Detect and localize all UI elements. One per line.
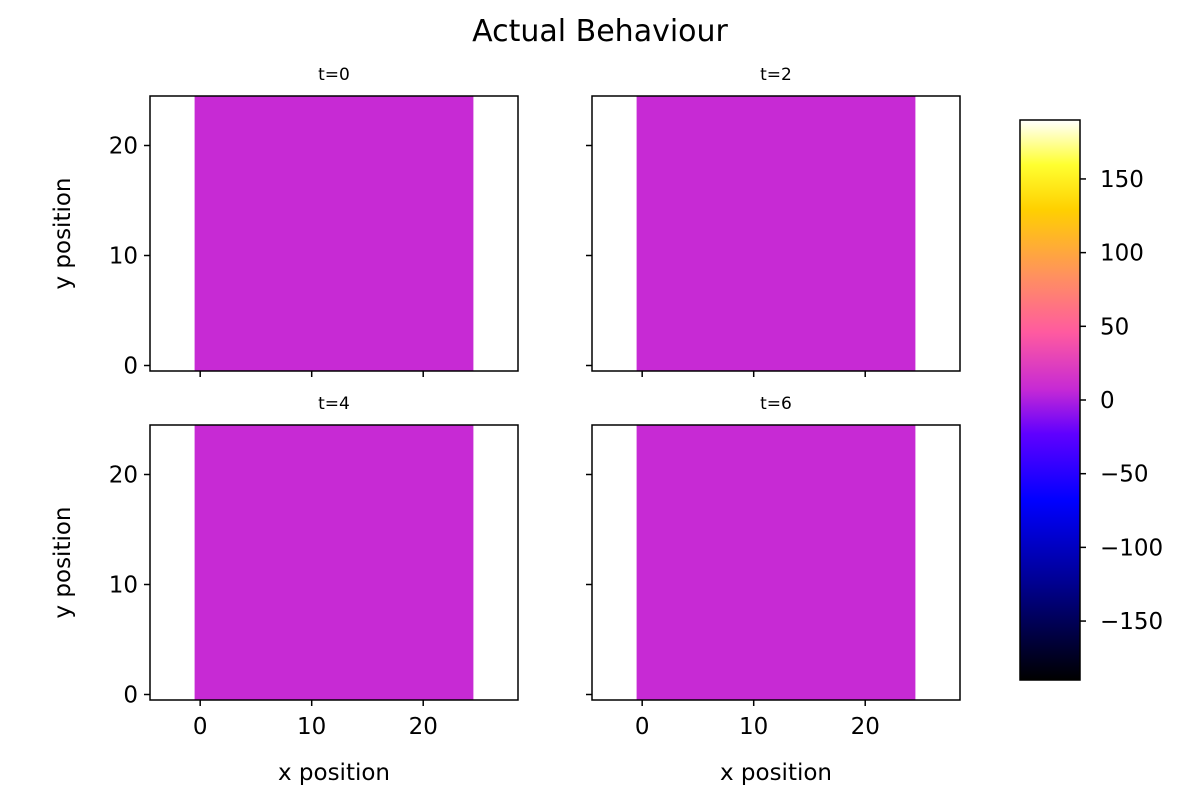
x-tick-label: 0 <box>635 714 650 740</box>
y-tick-label: 20 <box>109 463 138 489</box>
figure-title: Actual Behaviour <box>472 14 728 49</box>
y-tick-label: 10 <box>109 573 138 599</box>
panels: t=0 0 10 20 y position t=2 t=4 0 10 20 0 10 20 y posi… <box>50 65 961 786</box>
x-tick-label: 10 <box>739 714 768 740</box>
y-axis-label: y position <box>50 506 76 618</box>
x-tick-label: 20 <box>409 714 438 740</box>
colorbar-tick-label: −100 <box>1100 535 1163 561</box>
x-tick-label: 20 <box>851 714 880 740</box>
x-axis-label: x position <box>720 760 832 786</box>
panel-4: t=6 0 10 20 x position <box>586 394 961 786</box>
colorbar-gradient <box>1020 120 1080 680</box>
axes-frame <box>149 95 519 372</box>
x-axis-label: x position <box>278 760 390 786</box>
heatmap-image <box>636 96 916 371</box>
y-tick-label: 0 <box>123 354 138 380</box>
y-tick-label: 20 <box>109 134 138 160</box>
axes-frame <box>591 95 961 372</box>
colorbar-tick-label: −150 <box>1100 609 1163 635</box>
y-tick-label: 10 <box>109 244 138 270</box>
heatmap-image <box>194 96 474 371</box>
panel-title: t=2 <box>760 65 792 85</box>
axes-frame <box>591 424 961 701</box>
x-tick-label: 0 <box>193 714 208 740</box>
heatmap-image <box>194 425 474 700</box>
x-tick-label: 10 <box>297 714 326 740</box>
panel-title: t=6 <box>760 394 792 414</box>
colorbar-tick-label: 50 <box>1100 314 1129 340</box>
colorbar-tick-label: 150 <box>1100 167 1144 193</box>
colorbar-tick-label: 100 <box>1100 241 1144 267</box>
panel-title: t=0 <box>318 65 350 85</box>
axes-frame <box>149 424 519 701</box>
panel-title: t=4 <box>318 394 350 414</box>
y-tick-label: 0 <box>123 683 138 709</box>
heatmap-image <box>636 425 916 700</box>
panel-3: t=4 0 10 20 0 10 20 y position x position <box>50 394 519 786</box>
panel-2: t=2 <box>586 65 961 377</box>
panel-1: t=0 0 10 20 y position <box>50 65 519 380</box>
colorbar-tick-label: 0 <box>1100 388 1115 414</box>
colorbar: 150 100 50 0 −50 −100 −150 <box>1019 119 1163 681</box>
y-axis-label: y position <box>50 177 76 289</box>
colorbar-tick-label: −50 <box>1100 462 1149 488</box>
